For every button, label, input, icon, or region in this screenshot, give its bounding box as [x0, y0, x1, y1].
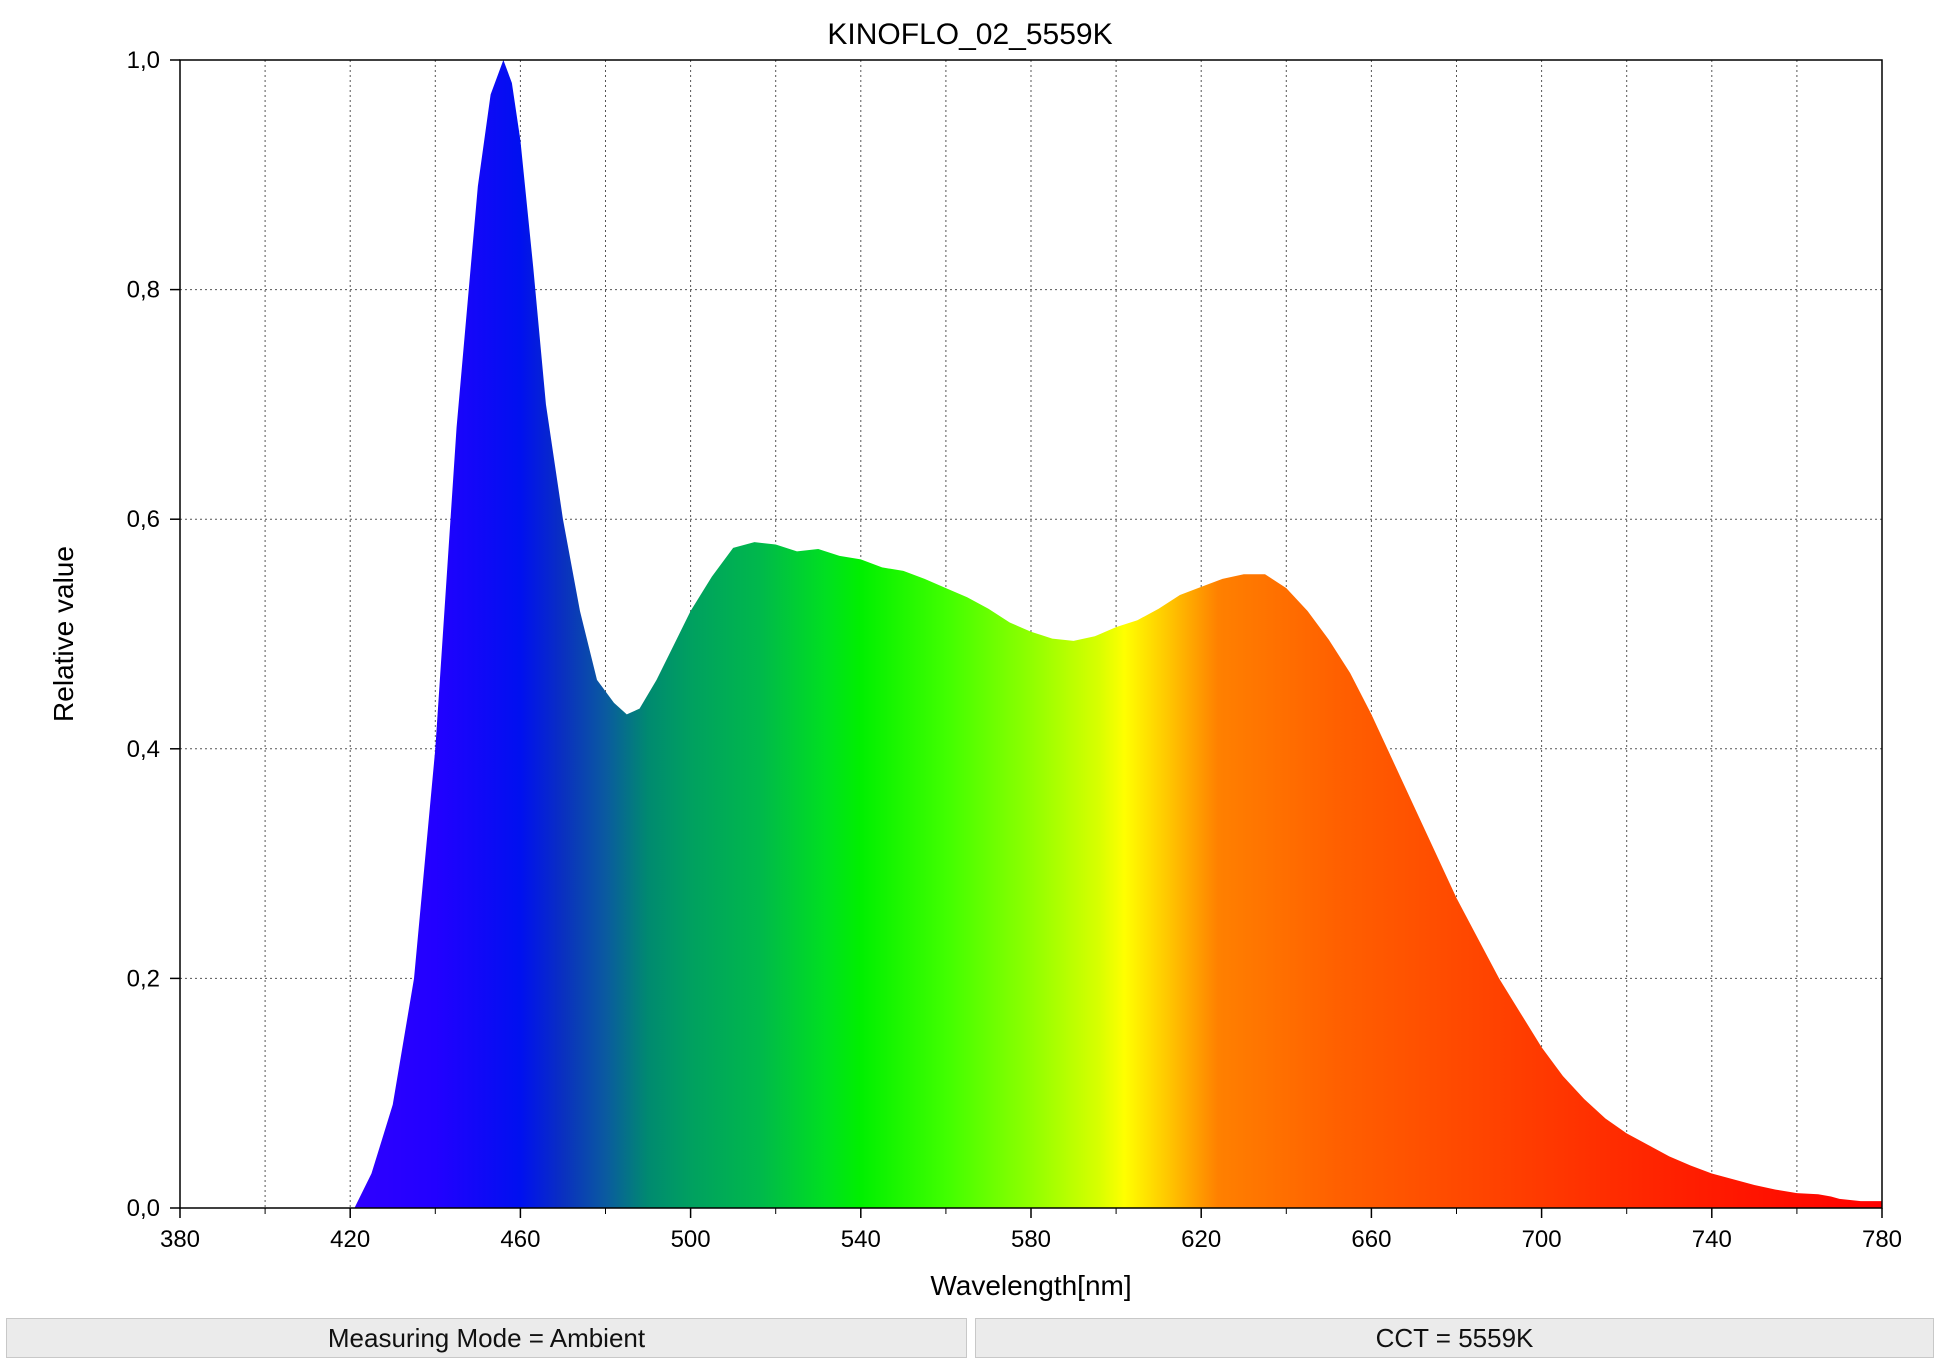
cct-text: CCT = 5559K	[1375, 1322, 1534, 1353]
y-tick-label: 0,4	[127, 736, 160, 763]
y-axis-label: Relative value	[48, 546, 79, 722]
spectrum-area	[354, 60, 1883, 1208]
x-tick-label: 380	[160, 1226, 200, 1253]
x-tick-label: 540	[841, 1226, 881, 1253]
measuring-mode-status: Measuring Mode = Ambient	[6, 1318, 967, 1358]
y-tick-label: 0,8	[127, 277, 160, 304]
y-tick-label: 0,0	[127, 1195, 160, 1222]
cct-status: CCT = 5559K	[975, 1318, 1934, 1358]
y-tick-label: 0,2	[127, 965, 160, 992]
x-tick-label: 500	[671, 1226, 711, 1253]
x-tick-label: 780	[1862, 1226, 1902, 1253]
x-axis-label: Wavelength[nm]	[930, 1270, 1131, 1301]
spectrum-chart: KINOFLO_02_5559K 380 420 460 500 540 580 620 66…	[48, 18, 1902, 1301]
x-tick-label: 460	[500, 1226, 540, 1253]
x-tick-label: 700	[1522, 1226, 1562, 1253]
x-tick-label: 620	[1181, 1226, 1221, 1253]
x-tick-label: 740	[1692, 1226, 1732, 1253]
measuring-mode-text: Measuring Mode = Ambient	[327, 1322, 646, 1353]
x-tick-label: 660	[1351, 1226, 1391, 1253]
y-tick-label: 1,0	[127, 47, 160, 74]
x-tick-label: 580	[1011, 1226, 1051, 1253]
x-tick-label: 420	[330, 1226, 370, 1253]
chart-title: KINOFLO_02_5559K	[827, 18, 1112, 51]
y-tick-label: 0,6	[127, 506, 160, 533]
